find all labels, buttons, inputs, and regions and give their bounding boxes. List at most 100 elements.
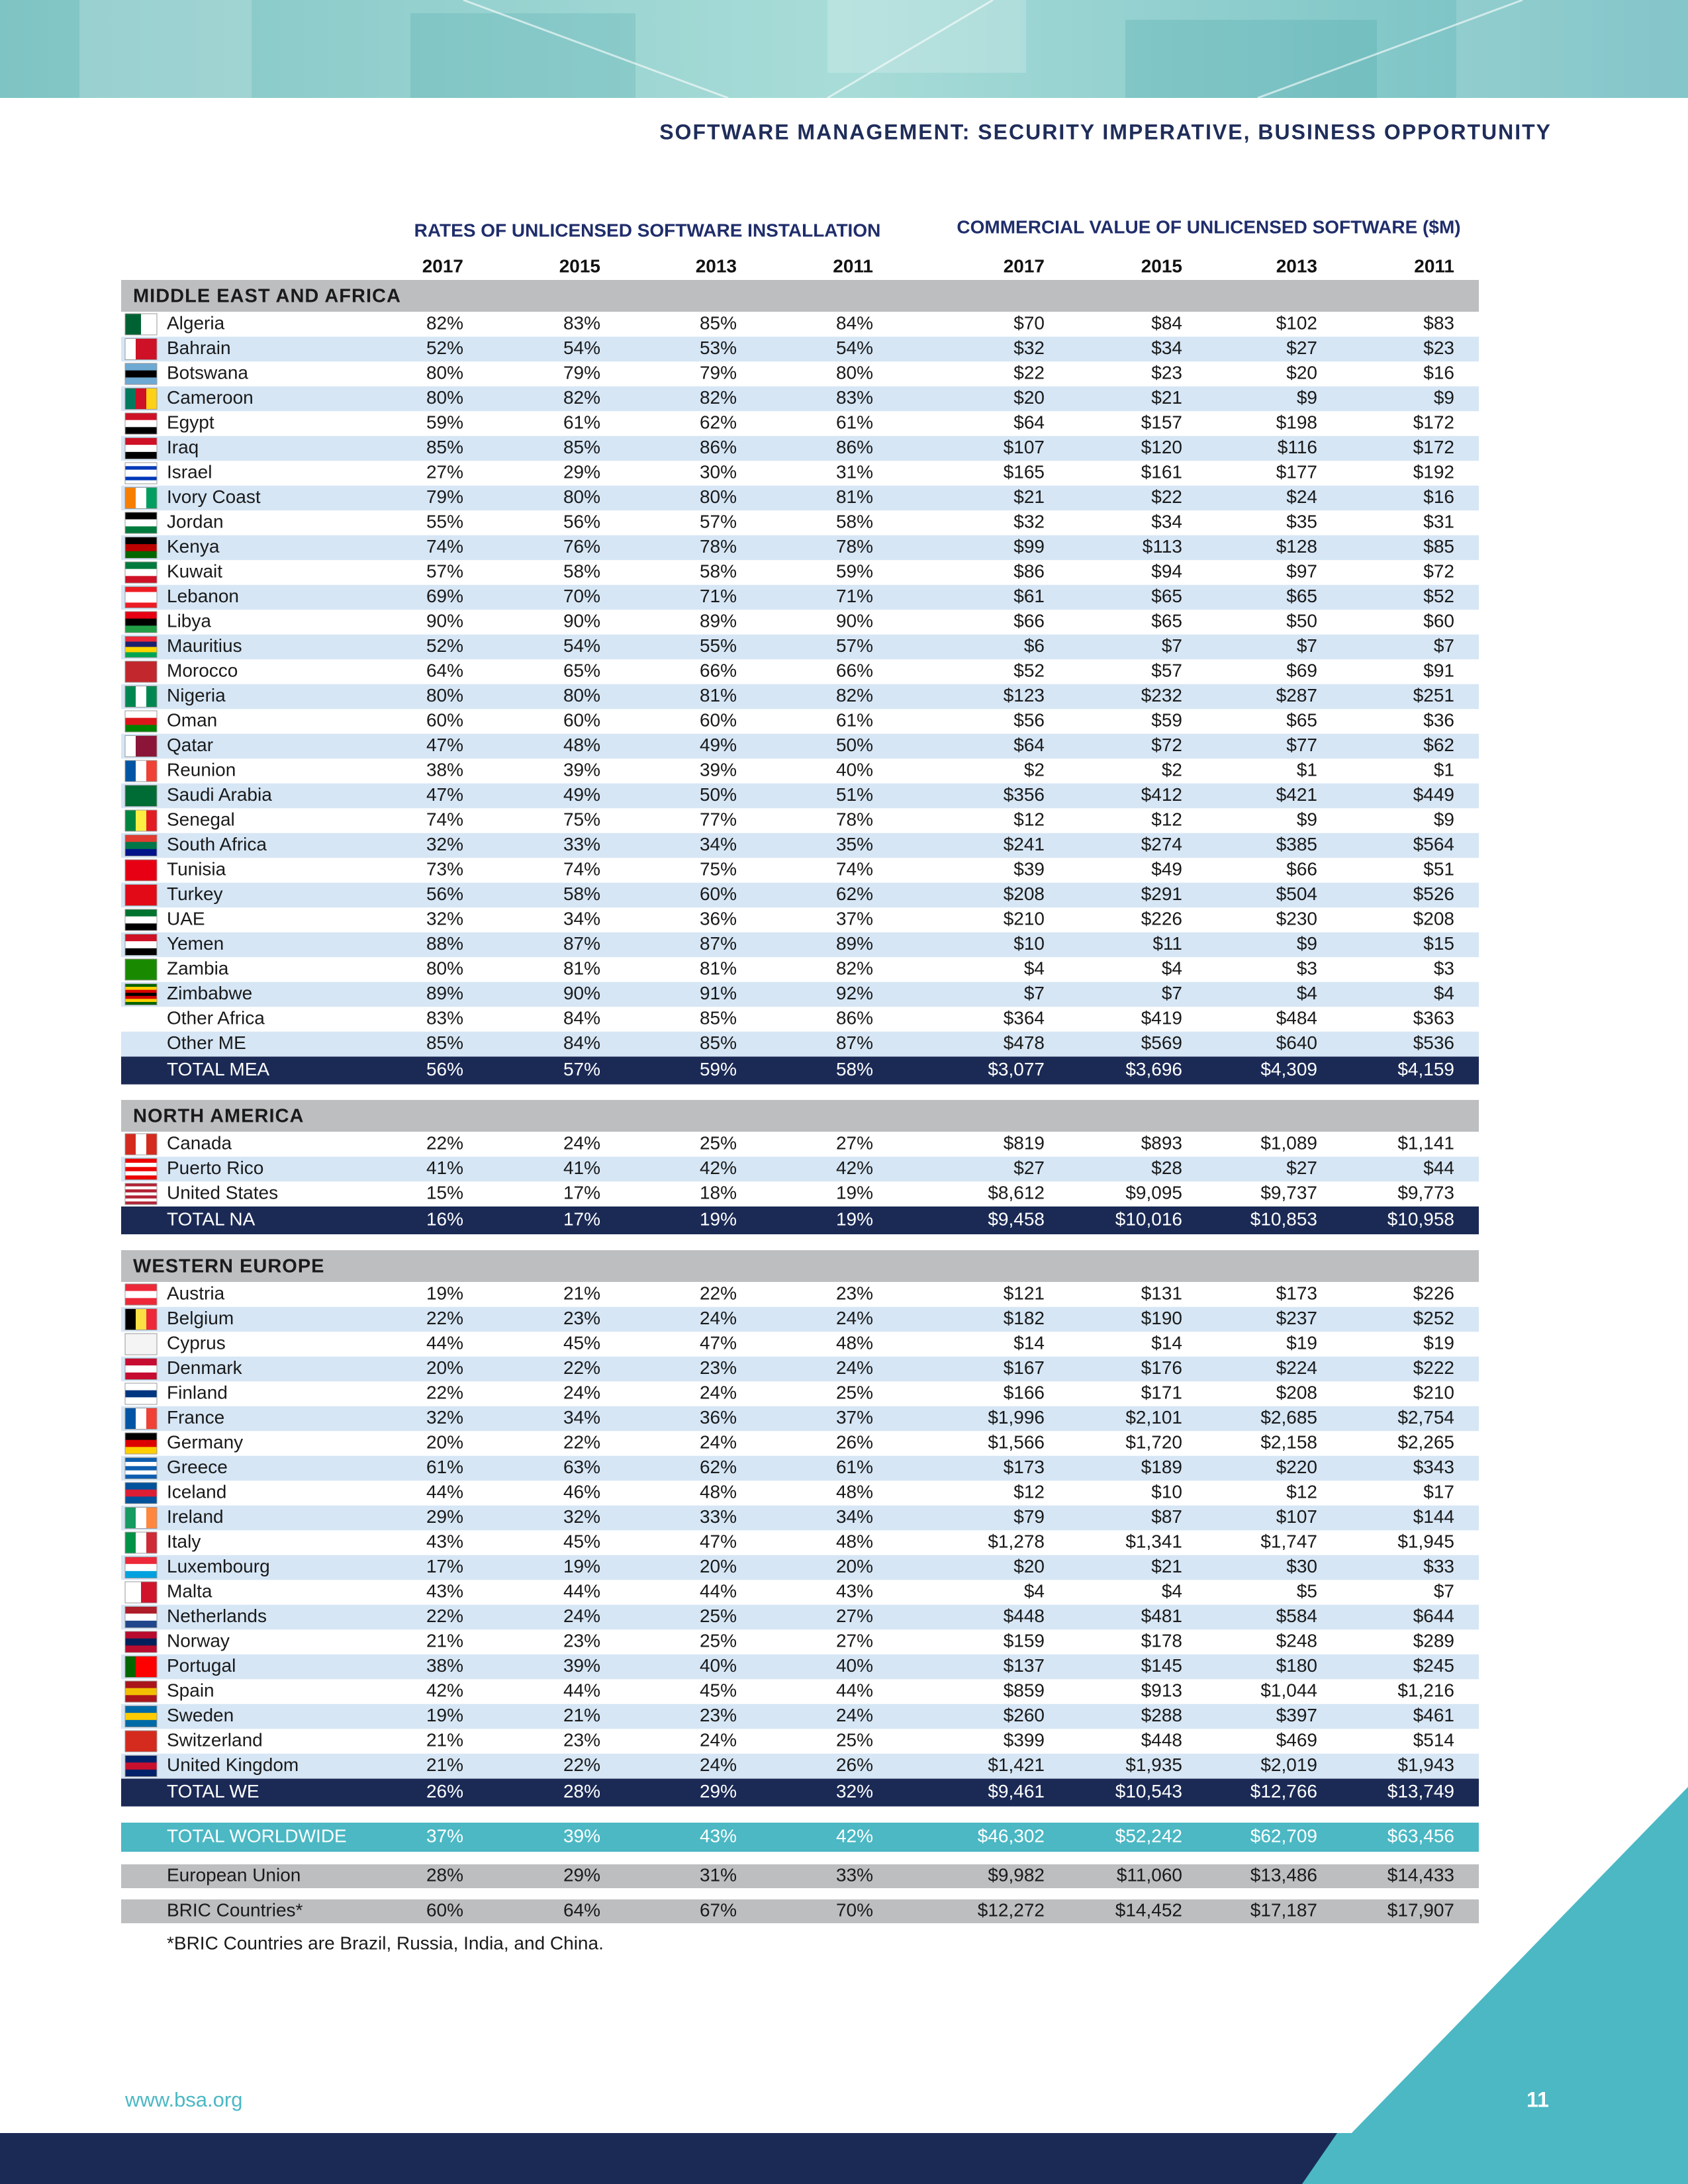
cell: $91	[1423, 660, 1454, 680]
flag-stripe	[146, 1532, 158, 1553]
flag-stripe	[125, 842, 157, 850]
flag-stripe	[146, 1308, 158, 1330]
cell: 44%	[836, 1680, 873, 1700]
cell: 57%	[836, 635, 873, 656]
cell: $210	[1413, 1382, 1454, 1402]
flag-border	[124, 660, 158, 683]
cell: 47%	[426, 784, 463, 805]
cell: $31	[1423, 511, 1454, 531]
flag-stripe	[125, 1489, 157, 1497]
flag-border	[124, 1358, 158, 1380]
cell: $13,486	[1250, 1864, 1317, 1885]
cell: 80%	[836, 362, 873, 383]
section-title: MIDDLE EAST AND AFRICA	[133, 286, 401, 307]
cell: 65%	[563, 660, 600, 680]
flag-stripe	[125, 884, 157, 906]
row-name: Other Africa	[167, 1007, 265, 1028]
flag-stripe	[125, 612, 157, 619]
cell: 83%	[563, 312, 600, 333]
cell: $21	[1013, 486, 1045, 507]
flag	[124, 1432, 158, 1455]
cell: $36	[1423, 709, 1454, 730]
row-background	[121, 535, 1479, 561]
flag-border	[124, 760, 158, 782]
cell: 27%	[836, 1606, 873, 1626]
cell: 60%	[700, 884, 737, 904]
cell: 45%	[563, 1531, 600, 1551]
cell: 61%	[836, 412, 873, 432]
flag	[124, 686, 158, 707]
flag-border	[124, 1183, 158, 1205]
cell: 58%	[700, 561, 737, 581]
cell: $419	[1141, 1007, 1182, 1028]
cell: $14	[1013, 1332, 1045, 1353]
flag	[124, 363, 158, 385]
cell: 44%	[700, 1580, 737, 1601]
cell: 52%	[426, 338, 463, 358]
cell: $4	[1024, 958, 1045, 978]
cell: $3	[1297, 958, 1317, 978]
cell: $9,095	[1125, 1182, 1182, 1203]
cell: $252	[1413, 1308, 1454, 1328]
cell: 48%	[836, 1332, 873, 1353]
cell: $23	[1423, 338, 1454, 358]
cell: 29%	[563, 1864, 600, 1885]
flag-stripe	[125, 1706, 157, 1713]
flag-stripe	[125, 1183, 157, 1187]
cell: 44%	[563, 1580, 600, 1601]
flag-stripe	[125, 641, 157, 647]
cell: $16	[1423, 362, 1454, 383]
flag-border	[124, 686, 158, 707]
flag-stripe	[125, 1134, 136, 1155]
flag-stripe	[125, 519, 157, 527]
cell: $49	[1151, 858, 1182, 879]
cell: $1	[1434, 759, 1454, 780]
cell: 55%	[426, 511, 463, 531]
flag-stripe	[125, 959, 157, 981]
cell: 59%	[700, 1059, 737, 1079]
cell: $356	[1004, 784, 1045, 805]
flag-stripe	[125, 1755, 157, 1763]
flag-stripe	[125, 1162, 157, 1167]
cell: 74%	[426, 809, 463, 829]
flag-border	[124, 338, 158, 360]
row-background	[121, 634, 1479, 660]
cell: $1,089	[1260, 1132, 1317, 1153]
cell: $913	[1141, 1680, 1182, 1700]
cell: $137	[1004, 1655, 1045, 1676]
row-background	[121, 1864, 1479, 1888]
group-header: RATES OF UNLICENSED SOFTWARE INSTALLATIO…	[414, 220, 881, 240]
flag-stripe	[125, 1195, 157, 1199]
cell: 92%	[836, 983, 873, 1003]
cell: $3,077	[988, 1059, 1045, 1079]
cell: $172	[1413, 412, 1454, 432]
cell: 39%	[563, 759, 600, 780]
cell: 25%	[700, 1630, 737, 1651]
flag	[124, 338, 158, 360]
flag-border	[124, 1283, 158, 1306]
flag-stripe	[125, 1171, 157, 1176]
cell: 58%	[836, 511, 873, 531]
flag-border	[124, 710, 158, 733]
cell: 79%	[563, 362, 600, 383]
cell: $449	[1413, 784, 1454, 805]
flag-border	[124, 1656, 158, 1678]
cell: 89%	[836, 933, 873, 954]
cell: 80%	[426, 362, 463, 383]
cell: $3,696	[1125, 1059, 1182, 1079]
cell: 17%	[563, 1182, 600, 1203]
cell: $85	[1423, 536, 1454, 557]
cell: $9	[1297, 933, 1317, 954]
cell: 77%	[700, 809, 737, 829]
cell: 33%	[563, 834, 600, 854]
flag-stripe	[141, 1582, 158, 1603]
cell: 42%	[700, 1158, 737, 1178]
cell: 19%	[836, 1208, 873, 1229]
flag-border	[124, 586, 158, 608]
flag-stripe	[136, 810, 147, 831]
cell: 89%	[426, 983, 463, 1003]
flag-border	[124, 785, 158, 807]
flag-stripe	[125, 916, 157, 924]
row-background	[121, 1778, 1479, 1807]
cell: 22%	[563, 1754, 600, 1775]
